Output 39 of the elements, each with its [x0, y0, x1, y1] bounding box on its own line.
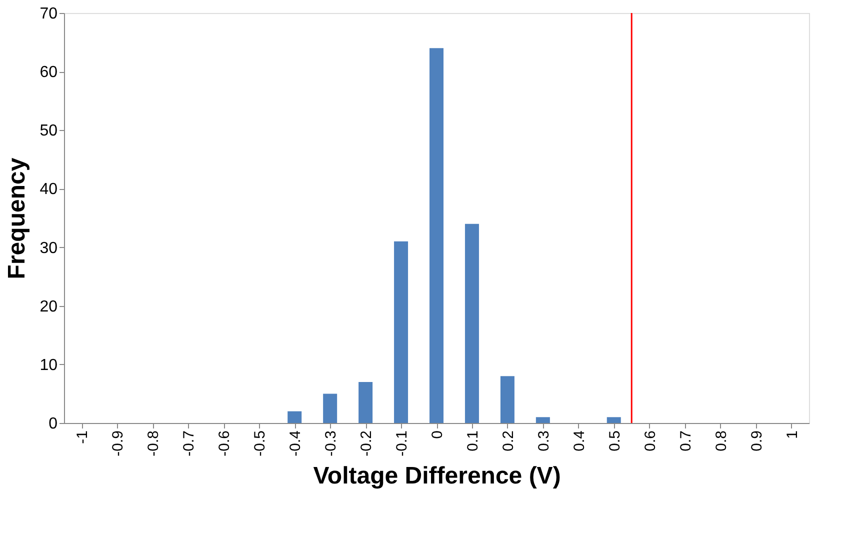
y-axis-title: Frequency: [4, 157, 31, 280]
x-tick-label: -0.2: [358, 430, 376, 456]
x-tick-label: -0.5: [252, 430, 269, 456]
x-tick-label: 0.1: [464, 430, 482, 452]
bar: [430, 48, 444, 423]
x-tick-label: 0.2: [500, 430, 517, 452]
x-axis-title: Voltage Difference (V): [313, 462, 561, 490]
y-tick-label: 30: [40, 240, 58, 257]
bar: [323, 394, 338, 423]
x-tick-label: -0.4: [287, 430, 304, 456]
x-tick-label: -0.3: [322, 430, 340, 456]
bar: [288, 411, 302, 423]
y-tick-label: 70: [40, 6, 58, 22]
x-tick-label: -0.1: [394, 430, 411, 456]
bar: [606, 417, 621, 423]
y-tick-label: 50: [40, 122, 58, 140]
x-tick-label: 0.8: [712, 430, 730, 452]
x-tick-label: 0.4: [570, 430, 588, 452]
x-tick-label: 0.5: [606, 430, 624, 452]
bar: [464, 224, 479, 423]
x-tick-label: 0.7: [677, 430, 694, 452]
y-tick-label: 20: [40, 298, 58, 316]
x-tick-label: 1: [784, 430, 801, 439]
x-tick-label: -1: [74, 430, 92, 444]
bar: [536, 417, 550, 423]
x-tick-label: -0.6: [216, 430, 234, 456]
x-tick-label: 0.6: [642, 430, 659, 452]
x-tick-label: 0.9: [748, 430, 766, 452]
x-tick-label: -0.8: [145, 430, 162, 456]
x-tick-label: 0.3: [535, 430, 552, 452]
bar: [394, 241, 408, 423]
bar: [500, 376, 514, 423]
x-tick-label: -0.7: [180, 430, 198, 456]
y-tick-label: 40: [40, 181, 58, 198]
y-tick-label: 10: [40, 356, 58, 374]
x-tick-label: -0.9: [110, 430, 127, 456]
bar: [358, 382, 373, 423]
y-tick-label: 60: [40, 64, 58, 82]
x-tick-label: 0: [429, 430, 446, 439]
